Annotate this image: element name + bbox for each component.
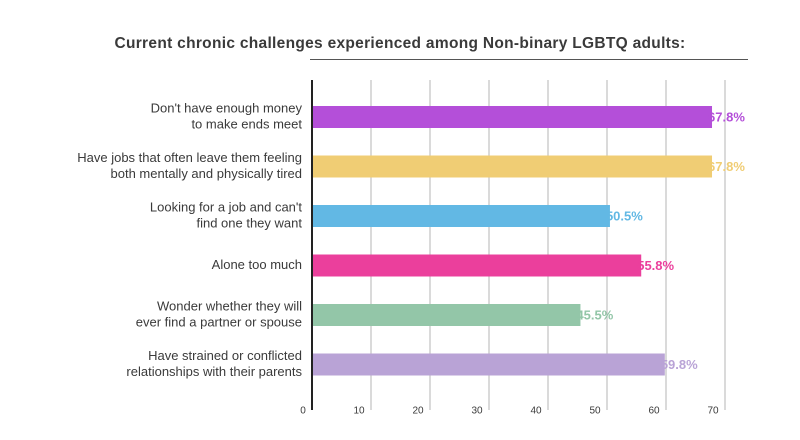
x-tick-label-60: 60: [648, 406, 660, 417]
data-label-2: 67.8%: [708, 159, 745, 174]
bar-1: [312, 106, 713, 128]
bar-6: [312, 353, 665, 376]
category-label-line: ever find a partner or spouse: [136, 314, 302, 329]
x-tick-label-20: 20: [412, 406, 424, 417]
x-tick-label-30: 30: [471, 406, 483, 417]
bar-5: [312, 304, 581, 326]
x-tick-label-10: 10: [353, 406, 365, 417]
data-label-5: 45.5%: [576, 307, 613, 322]
x-tick-label-0: 0: [300, 406, 306, 417]
bar-4: [312, 254, 642, 277]
category-label-line: Have jobs that often leave them feeling: [77, 150, 302, 165]
data-label-3: 50.5%: [606, 208, 643, 223]
category-label-line: find one they want: [196, 215, 302, 230]
x-tick-label-40: 40: [530, 406, 542, 417]
category-label-6: Have strained or conflicted relationships…: [126, 348, 302, 379]
category-label-line: to make ends meet: [191, 116, 302, 131]
category-label-line: Alone too much: [212, 257, 302, 272]
category-label-line: relationships with their parents: [126, 364, 302, 379]
category-label-2: Have jobs that often leave them feeling b…: [77, 150, 302, 181]
category-label-1: Don't have enough money to make ends meet: [151, 100, 303, 131]
chart-title: Current chronic challenges experienced a…: [114, 35, 686, 52]
category-label-line: both mentally and physically tired: [111, 166, 303, 181]
title-underline: [310, 59, 748, 60]
category-label-5: Wonder whether they will ever find a part…: [136, 298, 302, 329]
category-label-3: Looking for a job and can't find one they…: [150, 199, 302, 230]
bar-3: [312, 205, 610, 227]
category-label-line: Wonder whether they will: [157, 298, 302, 313]
data-label-1: 67.8%: [708, 109, 745, 124]
category-label-4: Alone too much: [212, 257, 302, 272]
category-label-line: Have strained or conflicted: [148, 348, 302, 363]
x-tick-label-70: 70: [707, 406, 719, 417]
data-label-4: 55.8%: [637, 258, 674, 273]
bar-2: [312, 155, 713, 178]
data-label-6: 59.8%: [661, 357, 698, 372]
x-tick-label-50: 50: [589, 406, 601, 417]
category-label-line: Don't have enough money: [151, 100, 303, 115]
category-label-line: Looking for a job and can't: [150, 199, 302, 214]
